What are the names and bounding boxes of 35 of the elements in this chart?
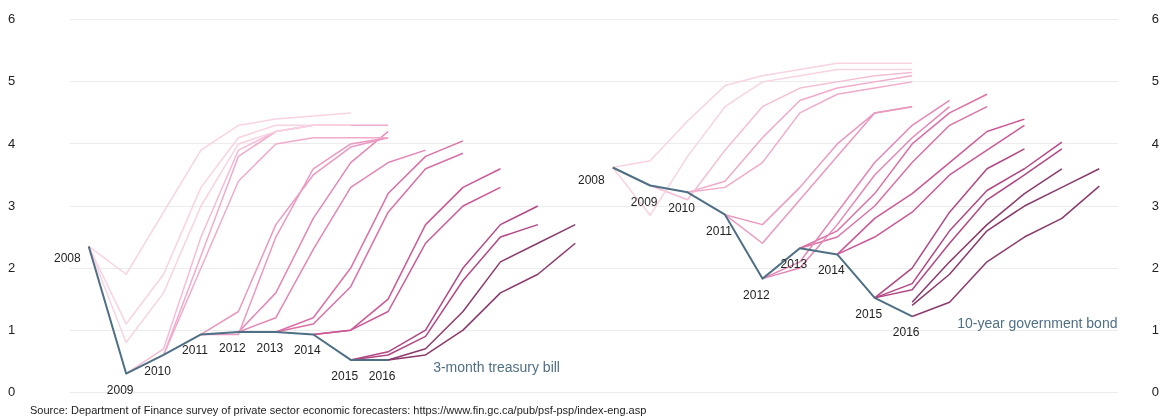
y2-tick-label: 6 bbox=[8, 11, 16, 27]
annotation: 2015 bbox=[331, 368, 359, 383]
annotation: 2014 bbox=[293, 343, 321, 358]
y-tick-label: 0 bbox=[1151, 383, 1159, 399]
annotation: 2013 bbox=[256, 341, 284, 355]
y2-tick-label: 2 bbox=[8, 259, 16, 275]
annotation: 2008 bbox=[54, 251, 82, 266]
annotation: 2012 bbox=[743, 287, 771, 302]
annotation: 2011 bbox=[182, 343, 209, 358]
annotation: 2011 bbox=[706, 223, 733, 238]
y2-tick-label: 0 bbox=[8, 383, 16, 399]
y2-tick-label: 3 bbox=[8, 197, 16, 213]
annotation: 2014 bbox=[817, 263, 845, 278]
annotation: 2015 bbox=[855, 306, 883, 321]
annotation: 2016 bbox=[368, 368, 396, 383]
y-tick-label: 6 bbox=[1151, 11, 1159, 27]
y-tick-label: 5 bbox=[1151, 73, 1159, 89]
y-tick-label: 3 bbox=[1151, 197, 1159, 213]
annotation: 2010 bbox=[668, 201, 696, 216]
annotation: 2009 bbox=[106, 382, 134, 397]
annotation: 2010 bbox=[144, 363, 172, 378]
annotation: 2016 bbox=[892, 325, 920, 340]
annotation: 2013 bbox=[780, 257, 808, 272]
annotation: 2009 bbox=[630, 194, 658, 209]
source-note: Source: Department of Finance survey of private sector economic forecasters: https://www.fin.gc.ca/pub/psf-psp/index-eng.asp bbox=[30, 404, 648, 416]
y2-tick-label: 5 bbox=[8, 73, 16, 89]
y2-tick-label: 1 bbox=[8, 321, 16, 337]
annotation: 2012 bbox=[219, 341, 247, 355]
annotation: 2008 bbox=[578, 172, 606, 187]
y-tick-label: 2 bbox=[1151, 259, 1159, 275]
y-tick-label: 4 bbox=[1151, 135, 1159, 151]
y2-tick-label: 4 bbox=[8, 135, 16, 151]
text: 3-month treasury bill bbox=[433, 358, 560, 375]
y-tick-label: 1 bbox=[1151, 321, 1159, 337]
text: 10-year government bond bbox=[957, 315, 1118, 332]
